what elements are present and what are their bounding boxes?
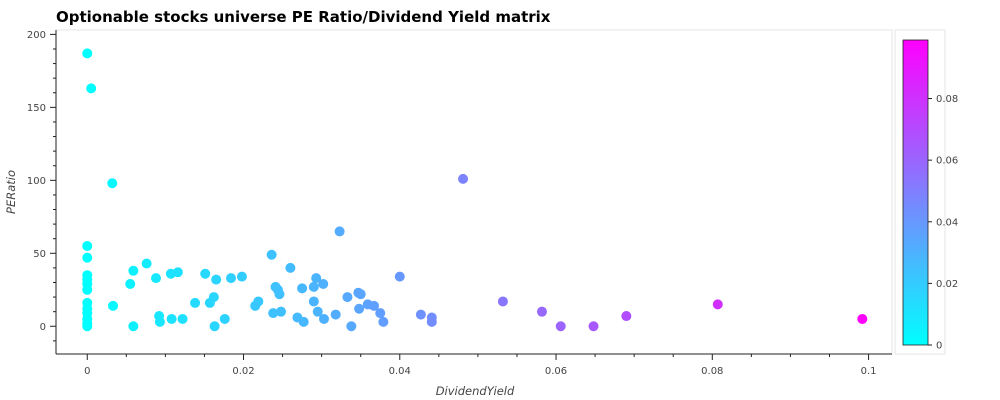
data-point	[426, 316, 437, 327]
data-point	[268, 308, 279, 319]
data-point	[330, 309, 341, 320]
data-point	[125, 278, 136, 289]
data-point	[82, 241, 93, 251]
colorbar-tick-label: 0.06	[936, 156, 958, 167]
data-point	[151, 273, 162, 284]
data-point	[166, 313, 177, 324]
data-point	[536, 306, 547, 317]
data-point	[253, 296, 264, 307]
data-point	[712, 299, 723, 310]
x-tick-label: 0	[84, 366, 90, 377]
data-point	[219, 313, 230, 324]
data-point	[128, 321, 139, 332]
x-tick-label: 0.02	[232, 366, 254, 377]
colorbar-tick-label: 0.04	[936, 217, 958, 228]
data-point	[355, 289, 366, 300]
data-point	[82, 284, 93, 295]
data-point	[346, 321, 357, 332]
x-tick-label: 0.04	[389, 366, 411, 377]
data-point	[236, 271, 247, 282]
scatter-points	[82, 48, 868, 332]
y-tick-label: 100	[27, 176, 46, 187]
data-point	[312, 306, 323, 317]
colorbar-tick-label: 0.08	[936, 94, 958, 105]
data-point	[208, 292, 219, 303]
data-point	[128, 265, 139, 276]
data-point	[354, 303, 365, 314]
y-axis-label: PERatio	[4, 170, 18, 214]
data-point	[415, 309, 426, 320]
data-point	[82, 48, 93, 59]
data-point	[177, 313, 188, 324]
y-tick-label: 200	[27, 30, 46, 41]
y-tick-label: 50	[33, 249, 46, 260]
data-point	[342, 292, 353, 303]
colorbar: 0 0.02 0.04 0.06 0.08	[894, 29, 958, 355]
y-tick-label: 0	[40, 322, 46, 333]
data-point	[555, 321, 566, 332]
data-point	[311, 273, 322, 284]
x-tick-label: 0.08	[701, 366, 723, 377]
data-point	[375, 308, 386, 319]
data-point	[285, 262, 296, 273]
data-point	[154, 316, 165, 327]
y-tick-label: 150	[27, 103, 46, 114]
data-point	[318, 313, 329, 324]
data-point	[308, 281, 319, 292]
data-point	[378, 316, 389, 327]
data-point	[588, 321, 599, 332]
data-point	[209, 321, 220, 332]
data-point	[190, 297, 201, 308]
data-point	[458, 173, 469, 184]
data-point	[86, 83, 97, 94]
data-point	[107, 178, 118, 189]
x-axis-label: DividendYield	[436, 384, 515, 398]
data-point	[334, 226, 345, 237]
colorbar-tick-label: 0.02	[936, 279, 958, 290]
data-point	[394, 271, 405, 282]
data-point	[172, 267, 183, 278]
data-point	[276, 306, 287, 317]
colorbar-gradient	[902, 39, 929, 346]
data-point	[308, 296, 319, 307]
data-point	[621, 311, 632, 322]
data-point	[211, 274, 222, 285]
plot-border	[55, 29, 893, 355]
x-tick-label: 0.06	[545, 366, 567, 377]
data-point	[497, 296, 508, 307]
data-point	[266, 249, 277, 260]
x-tick-label: 0.1	[861, 366, 877, 377]
data-point	[274, 289, 285, 300]
colorbar-tick-label: 0	[936, 341, 942, 352]
data-point	[82, 252, 93, 263]
data-point	[298, 316, 309, 327]
data-point	[226, 273, 237, 284]
data-point	[200, 268, 211, 279]
x-axis: 0 0.02 0.04 0.06 0.08 0.1	[56, 353, 892, 377]
plot-frame	[55, 29, 893, 355]
data-point	[318, 278, 329, 289]
data-point	[297, 283, 308, 294]
y-axis: 0 50 100 150 200	[27, 30, 57, 354]
data-point	[368, 300, 379, 311]
data-point	[108, 300, 119, 311]
chart-title: Optionable stocks universe PE Ratio/Divi…	[56, 8, 551, 26]
data-point	[82, 321, 93, 332]
data-point	[141, 258, 152, 269]
data-point	[857, 313, 868, 324]
